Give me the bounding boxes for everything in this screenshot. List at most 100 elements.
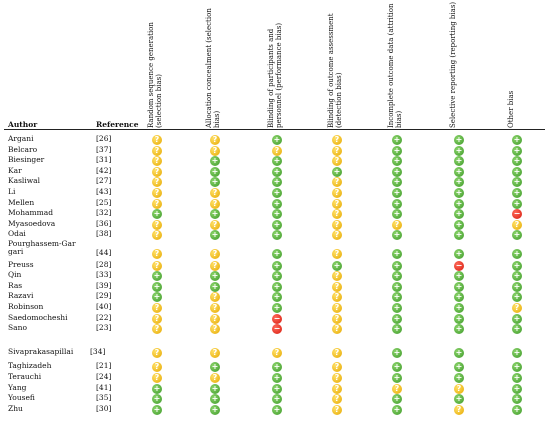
table-row: Mellen [25]?? +? + + + bbox=[0, 197, 550, 210]
risk-unclear-icon: ? bbox=[152, 303, 162, 313]
risk-low-icon: + bbox=[454, 362, 464, 373]
risk-unclear-icon: ? bbox=[210, 347, 220, 358]
study-author: Kar bbox=[8, 165, 22, 175]
risk-low-icon: + bbox=[272, 292, 282, 303]
risk-low-icon: + bbox=[454, 156, 464, 167]
risk-low-icon: + bbox=[512, 362, 522, 373]
study-reference: [37] bbox=[96, 144, 112, 154]
study-author: Saedomocheshi bbox=[8, 312, 68, 322]
risk-low-icon: + bbox=[332, 260, 342, 271]
risk-unclear-icon: ? bbox=[152, 249, 162, 259]
risk-unclear-icon: ? bbox=[152, 347, 162, 358]
risk-low-icon: + bbox=[392, 156, 402, 167]
risk-low-icon: + bbox=[512, 135, 522, 145]
risk-low-icon: + bbox=[392, 394, 402, 405]
risk-low-icon: + bbox=[392, 177, 402, 188]
study-author: Qin bbox=[8, 270, 22, 280]
domain-header-3: Blinding of outcome assessment (detectio… bbox=[327, 0, 343, 128]
table-row: Taghizadeh [21]? + +? + + + bbox=[0, 362, 550, 373]
study-author: Mellen bbox=[8, 197, 35, 207]
risk-low-icon: + bbox=[454, 394, 464, 405]
risk-low-icon: + bbox=[210, 383, 220, 394]
risk-low-icon: + bbox=[512, 260, 522, 271]
risk-low-icon: + bbox=[210, 209, 220, 220]
risk-unclear-icon: ? bbox=[152, 135, 162, 145]
study-reference: [21] bbox=[96, 361, 112, 371]
risk-low-icon: + bbox=[210, 156, 220, 167]
risk-low-icon: + bbox=[272, 177, 282, 188]
risk-low-icon: + bbox=[272, 249, 282, 259]
risk-low-icon: + bbox=[454, 281, 464, 292]
domain-header-2: Blinding of participants and personnel (… bbox=[267, 0, 283, 128]
risk-low-icon: + bbox=[454, 209, 464, 220]
study-reference: [33] bbox=[96, 270, 112, 280]
risk-low-icon: + bbox=[152, 271, 162, 282]
risk-low-icon: + bbox=[512, 373, 522, 383]
study-author: Razavi bbox=[8, 291, 34, 301]
risk-unclear-icon: ? bbox=[210, 303, 220, 313]
risk-unclear-icon: ? bbox=[152, 188, 162, 198]
study-author: Biesinger bbox=[8, 155, 45, 165]
study-reference: [39] bbox=[96, 280, 112, 290]
risk-low-icon: + bbox=[392, 230, 402, 241]
risk-low-icon: + bbox=[272, 281, 282, 292]
risk-low-icon: + bbox=[512, 156, 522, 167]
risk-unclear-icon: ? bbox=[210, 249, 220, 259]
study-author: Sivaprakasapillai bbox=[8, 346, 74, 356]
risk-low-icon: + bbox=[512, 230, 522, 241]
risk-low-icon: + bbox=[272, 188, 282, 198]
risk-unclear-icon: ? bbox=[392, 219, 402, 230]
table-row: Qin [33] + + +? + + + bbox=[0, 271, 550, 282]
risk-unclear-icon: ? bbox=[210, 219, 220, 230]
risk-unclear-icon: ? bbox=[454, 404, 464, 415]
risk-high-icon: − bbox=[512, 209, 522, 220]
table-row: Zhu [30] + + +? +? + bbox=[0, 404, 550, 416]
risk-low-icon: + bbox=[210, 404, 220, 415]
risk-unclear-icon: ? bbox=[210, 260, 220, 271]
risk-low-icon: + bbox=[392, 260, 402, 271]
risk-unclear-icon: ? bbox=[152, 230, 162, 241]
table-row: Yousefi [35] + + +? + + + bbox=[0, 394, 550, 405]
risk-low-icon: + bbox=[454, 313, 464, 324]
risk-unclear-icon: ? bbox=[272, 145, 282, 156]
risk-low-icon: + bbox=[272, 230, 282, 241]
risk-high-icon: − bbox=[454, 260, 464, 271]
risk-unclear-icon: ? bbox=[152, 362, 162, 373]
risk-unclear-icon: ? bbox=[332, 324, 342, 335]
risk-low-icon: + bbox=[512, 177, 522, 188]
risk-high-icon: − bbox=[272, 324, 282, 335]
study-author: Sano bbox=[8, 323, 27, 333]
risk-unclear-icon: ? bbox=[332, 209, 342, 220]
risk-low-icon: + bbox=[454, 219, 464, 230]
risk-low-icon: + bbox=[454, 373, 464, 383]
risk-low-icon: + bbox=[392, 209, 402, 220]
risk-low-icon: + bbox=[152, 404, 162, 415]
risk-unclear-icon: ? bbox=[332, 292, 342, 303]
risk-low-icon: + bbox=[392, 292, 402, 303]
risk-low-icon: + bbox=[512, 249, 522, 259]
domain-header-label: Selective reporting (reporting bias) bbox=[449, 1, 457, 128]
risk-low-icon: + bbox=[272, 156, 282, 167]
risk-low-icon: + bbox=[392, 362, 402, 373]
risk-low-icon: + bbox=[454, 188, 464, 198]
risk-low-icon: + bbox=[392, 249, 402, 259]
risk-low-icon: + bbox=[454, 230, 464, 241]
risk-unclear-icon: ? bbox=[332, 383, 342, 394]
risk-low-icon: + bbox=[454, 166, 464, 177]
risk-low-icon: + bbox=[512, 271, 522, 282]
table-row: Robinson [40]?? +? + +? bbox=[0, 303, 550, 314]
risk-unclear-icon: ? bbox=[332, 188, 342, 198]
risk-low-icon: + bbox=[454, 271, 464, 282]
study-reference: [41] bbox=[96, 382, 112, 392]
risk-unclear-icon: ? bbox=[332, 313, 342, 324]
risk-low-icon: + bbox=[272, 373, 282, 383]
table-row: Kasliwal [27]? + +? + + + bbox=[0, 177, 550, 188]
risk-low-icon: + bbox=[152, 281, 162, 292]
domain-header-0: Random sequence generation (selection bi… bbox=[147, 0, 163, 128]
table-row: Mohammad [32] + + +? + + − bbox=[0, 209, 550, 220]
risk-unclear-icon: ? bbox=[512, 303, 522, 313]
study-author: Preuss bbox=[8, 259, 34, 269]
risk-low-icon: + bbox=[272, 209, 282, 220]
risk-low-icon: + bbox=[210, 230, 220, 241]
risk-low-icon: + bbox=[392, 198, 402, 209]
